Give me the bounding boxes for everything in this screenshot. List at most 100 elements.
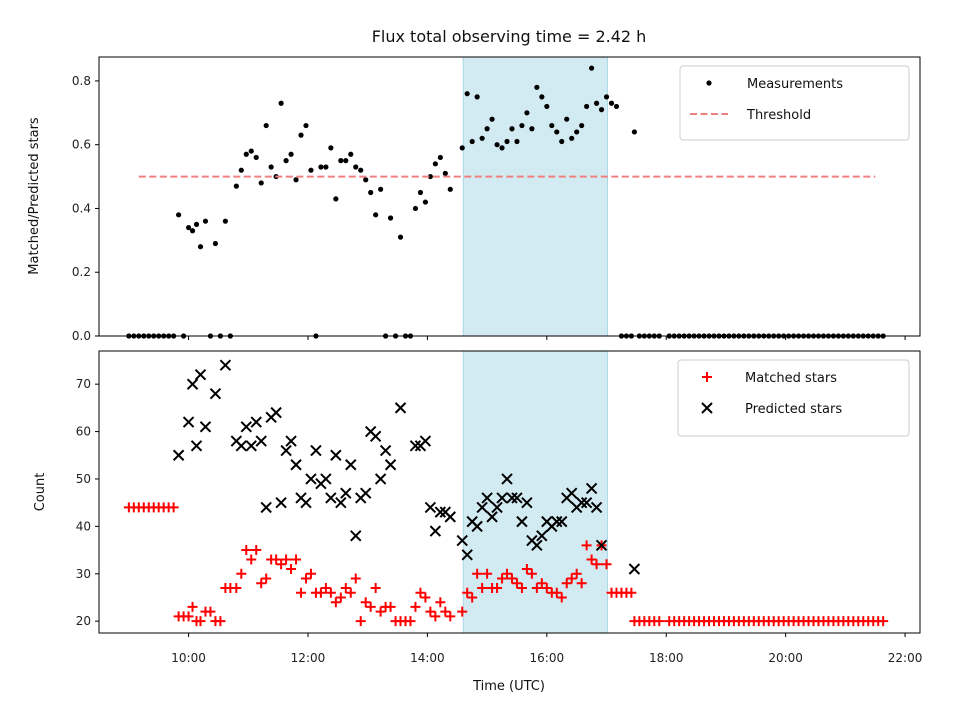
matched-star-point (261, 573, 272, 584)
bottom-y-tick-label: 20 (76, 614, 91, 628)
matched-star-point (556, 592, 567, 603)
top-y-axis-label: Matched/Predicted stars (27, 117, 42, 275)
predicted-star-point (240, 421, 252, 433)
predicted-star-point (384, 459, 397, 471)
measurement-point (185, 224, 192, 231)
predicted-star-point (444, 511, 456, 523)
x-tick-label: 12:00 (291, 651, 326, 665)
predicted-star-point (481, 492, 493, 504)
measurement-point (514, 138, 520, 145)
measurement-point (323, 164, 329, 170)
measurement-point (608, 100, 615, 106)
x-tick-label: 18:00 (649, 651, 684, 665)
measurement-point (338, 158, 344, 164)
predicted-star-point (310, 444, 322, 457)
predicted-star-point (369, 430, 382, 443)
predicted-star-point (245, 440, 257, 452)
x-tick-label: 14:00 (410, 651, 445, 665)
top-y-tick-label: 0.6 (72, 138, 91, 152)
matched-star-point (516, 582, 527, 593)
measurement-point (603, 94, 610, 100)
predicted-star-point (434, 506, 447, 518)
measurement-point (427, 173, 433, 180)
measurement-point (524, 110, 530, 116)
predicted-star-point (580, 496, 593, 509)
top-y-tick-label: 0.4 (72, 201, 91, 215)
predicted-star-point (280, 444, 292, 457)
x-tick-label: 10:00 (171, 651, 206, 665)
matched-star-point (360, 597, 371, 608)
matched-star-point (231, 582, 242, 593)
measurement-point (432, 161, 438, 167)
measurement-point (248, 148, 254, 154)
matched-star-point (320, 582, 331, 593)
top-legend: Measurements Threshold (679, 65, 910, 141)
measurement-point (343, 158, 349, 164)
predicted-star-point (305, 473, 317, 485)
measurement-point (303, 122, 309, 129)
bottom-series-predicted-stars (172, 359, 641, 575)
measurement-point (363, 177, 369, 183)
matched-star-point (477, 582, 488, 593)
predicted-star-point (345, 459, 357, 471)
matched-star-point (296, 587, 307, 598)
x-tick-label: 20:00 (768, 651, 803, 665)
top-y-tick-label: 0.2 (72, 265, 91, 279)
predicted-star-point (275, 496, 287, 509)
matched-star-point (601, 559, 612, 570)
matched-star-point (457, 606, 468, 617)
measurement-point (519, 122, 525, 129)
matched-star-point (536, 578, 547, 589)
matched-star-point (335, 592, 346, 603)
matched-star-point (440, 606, 451, 617)
matched-star-point (561, 578, 572, 589)
predicted-star-point (172, 449, 185, 461)
measurement-point (333, 196, 339, 202)
matched-star-point (315, 587, 326, 598)
bottom-y-tick-label: 50 (76, 472, 91, 486)
chart-title: Flux total observing time = 2.42 h (372, 27, 647, 46)
matched-star-point (205, 606, 216, 617)
predicted-star-point (409, 440, 422, 452)
bottom-y-axis-label: Count (33, 473, 48, 512)
predicted-star-point (476, 501, 488, 514)
matched-star-point (521, 564, 532, 575)
top-y-tick-label: 0.8 (72, 74, 91, 88)
measurement-point (474, 94, 480, 100)
measurement-point (489, 116, 495, 122)
matched-star-point (350, 573, 361, 584)
measurement-point (233, 183, 239, 189)
matched-star-point (168, 502, 179, 513)
predicted-star-point (456, 534, 468, 547)
predicted-star-point (501, 473, 513, 485)
matched-star-point (492, 582, 503, 593)
measurement-point (459, 145, 465, 151)
matched-star-point (370, 582, 381, 593)
legend-label: Predicted stars (745, 402, 842, 417)
measurement-point (278, 100, 284, 106)
matched-star-point (365, 601, 376, 612)
matched-star-point (345, 587, 356, 598)
matched-star-point (571, 568, 582, 579)
matched-star-point (286, 564, 297, 575)
matched-star-point (626, 587, 637, 598)
bottom-panel: 20 30 40 50 60 70 10:00 12:00 14:00 16:00 18:00 20:… (76, 350, 922, 665)
predicted-star-point (531, 539, 543, 552)
predicted-star-point (585, 482, 598, 495)
measurement-point (484, 126, 490, 132)
matched-star-point (187, 601, 198, 612)
predicted-star-point (350, 530, 362, 542)
matched-star-point (420, 592, 431, 603)
measurement-point (328, 145, 334, 151)
predicted-star-point (300, 496, 312, 509)
predicted-star-point (491, 501, 503, 514)
measurement-point (189, 228, 196, 234)
measurement-point (318, 164, 324, 170)
predicted-star-point (270, 406, 282, 419)
matched-star-point (576, 578, 587, 589)
measurement-point (193, 221, 200, 227)
matched-star-point (415, 587, 426, 598)
measurement-point (373, 212, 379, 218)
matched-star-point (405, 616, 416, 627)
